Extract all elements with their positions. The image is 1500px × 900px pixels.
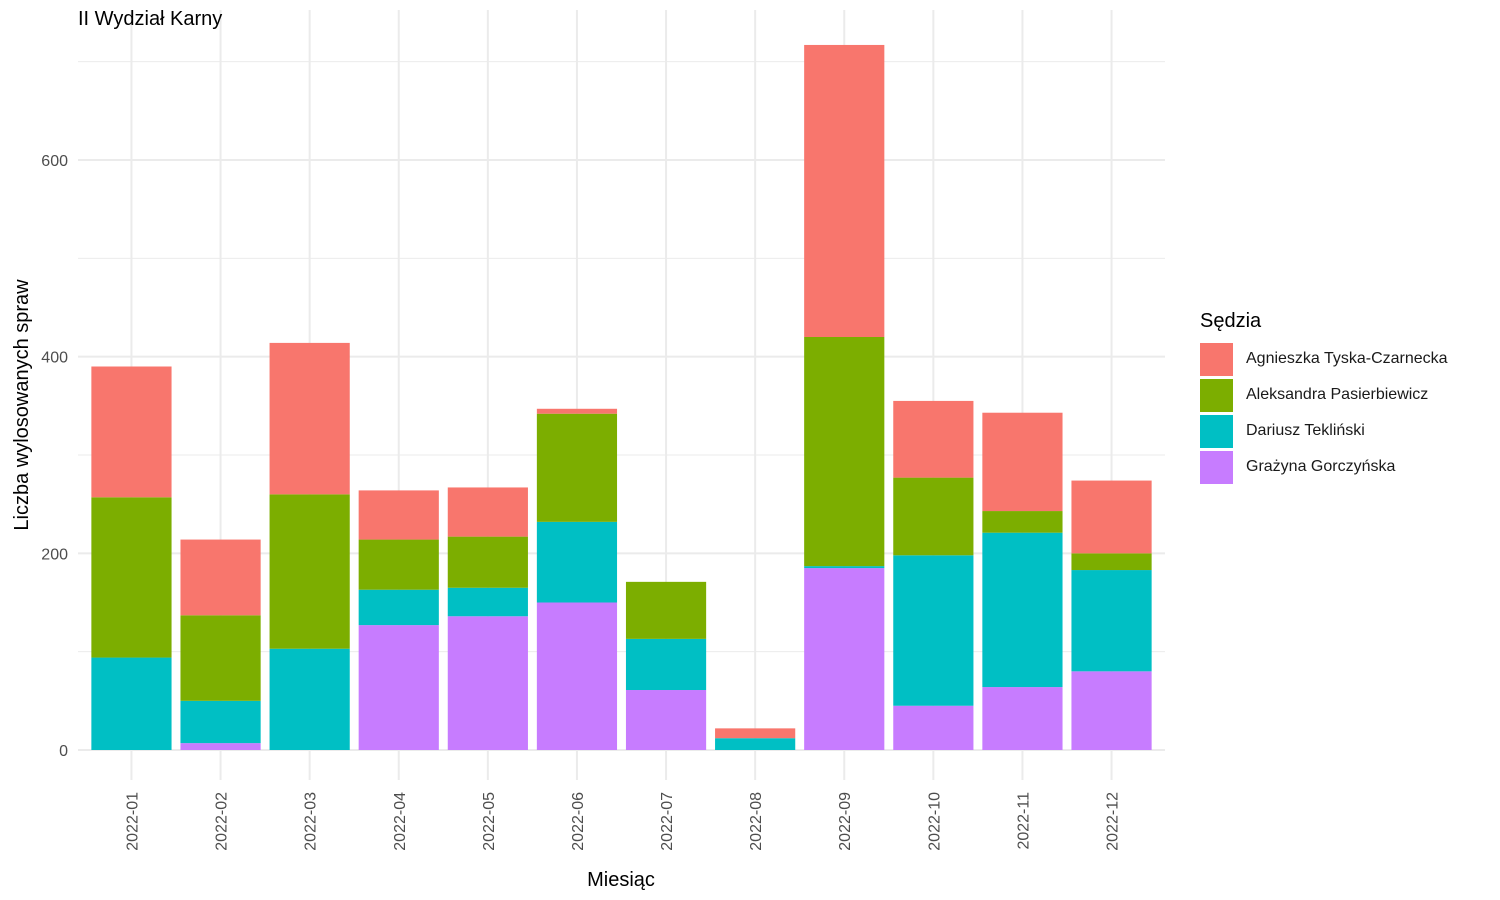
- bar-segment: [447, 487, 528, 537]
- bar-segment: [625, 690, 707, 750]
- bar-segment: [447, 616, 528, 750]
- legend-title: Sędzia: [1200, 310, 1262, 332]
- x-axis-label: Miesiąc: [587, 869, 655, 891]
- bar-segment: [893, 477, 974, 556]
- bar-segment: [715, 728, 796, 739]
- legend-item: Agnieszka Tyska-Czarnecka: [1200, 341, 1448, 377]
- bar-segment: [536, 408, 618, 414]
- x-tick-label: 2022-05: [481, 792, 498, 851]
- bar-segment: [893, 400, 974, 478]
- bars: [91, 44, 1152, 750]
- bar-segment: [893, 555, 974, 706]
- legend-item: Grażyna Gorczyńska: [1200, 449, 1448, 485]
- bar-segment: [804, 337, 885, 567]
- legend-key: [1200, 378, 1233, 412]
- bar-segment: [536, 413, 618, 522]
- bar-segment: [91, 366, 172, 498]
- x-tick-label: 2022-12: [1105, 792, 1122, 851]
- legend-label: Agnieszka Tyska-Czarnecka: [1246, 350, 1448, 367]
- legend-label: Dariusz Tekliński: [1246, 422, 1365, 439]
- bar-segment: [536, 521, 618, 603]
- x-tick-label: 2022-03: [303, 792, 320, 851]
- legend-key: [1200, 342, 1233, 376]
- legend-item: Dariusz Tekliński: [1200, 413, 1448, 449]
- x-tick-label: 2022-10: [926, 792, 943, 851]
- bar-segment: [804, 568, 885, 750]
- bar-segment: [804, 566, 885, 569]
- y-axis-label: Liczba wylosowanych spraw: [11, 279, 33, 531]
- bar-segment: [625, 581, 707, 639]
- bar-segment: [1071, 553, 1152, 571]
- bar-segment: [358, 589, 439, 626]
- x-tick-label: 2022-06: [570, 792, 587, 851]
- bar-segment: [625, 638, 707, 691]
- legend-label: Grażyna Gorczyńska: [1246, 458, 1396, 475]
- bar-segment: [358, 490, 439, 540]
- legend-key: [1200, 450, 1233, 484]
- y-tick-labels: 0 200 400 600: [41, 153, 68, 760]
- bar-segment: [269, 494, 350, 649]
- legend: Sędzia Agnieszka Tyska-Czarnecka Aleksan…: [1200, 310, 1448, 485]
- bar-segment: [180, 615, 261, 701]
- bar-segment: [982, 511, 1063, 533]
- bar-segment: [1071, 570, 1152, 672]
- legend-label: Aleksandra Pasierbiewicz: [1246, 386, 1429, 403]
- bar-segment: [269, 648, 350, 750]
- bar-segment: [715, 738, 796, 750]
- bar-segment: [982, 412, 1063, 512]
- x-tick-label: 2022-08: [748, 792, 765, 851]
- bar-segment: [982, 687, 1063, 750]
- chart-title: II Wydział Karny: [78, 8, 223, 30]
- y-tick-label: 0: [59, 743, 68, 760]
- legend-key: [1200, 414, 1233, 448]
- bar-segment: [180, 743, 261, 750]
- bar-segment: [1071, 480, 1152, 554]
- bar-segment: [893, 705, 974, 750]
- bar-segment: [447, 536, 528, 588]
- bar-segment: [91, 657, 172, 750]
- bar-segment: [358, 625, 439, 750]
- x-tick-labels: 2022-01 2022-02 2022-03 2022-04 2022-05 2022-…: [124, 792, 1121, 851]
- bar-segment: [536, 602, 618, 750]
- x-tick-label: 2022-02: [214, 792, 231, 851]
- bar-segment: [447, 587, 528, 617]
- bar-segment: [180, 700, 261, 744]
- bar-segment: [91, 497, 172, 658]
- legend-item: Aleksandra Pasierbiewicz: [1200, 377, 1448, 413]
- bar-segment: [180, 539, 261, 616]
- x-tick-label: 2022-09: [837, 792, 854, 851]
- y-tick-label: 400: [41, 350, 68, 367]
- bar-segment: [982, 532, 1063, 688]
- bar-segment: [804, 44, 885, 337]
- x-tick-label: 2022-04: [392, 792, 409, 851]
- y-tick-label: 600: [41, 153, 68, 170]
- x-tick-label: 2022-01: [124, 792, 141, 851]
- y-tick-label: 200: [41, 546, 68, 563]
- x-tick-label: 2022-11: [1015, 792, 1032, 850]
- bar-segment: [1071, 671, 1152, 750]
- x-tick-label: 2022-07: [659, 792, 676, 851]
- bar-segment: [269, 342, 350, 495]
- bar-segment: [358, 539, 439, 590]
